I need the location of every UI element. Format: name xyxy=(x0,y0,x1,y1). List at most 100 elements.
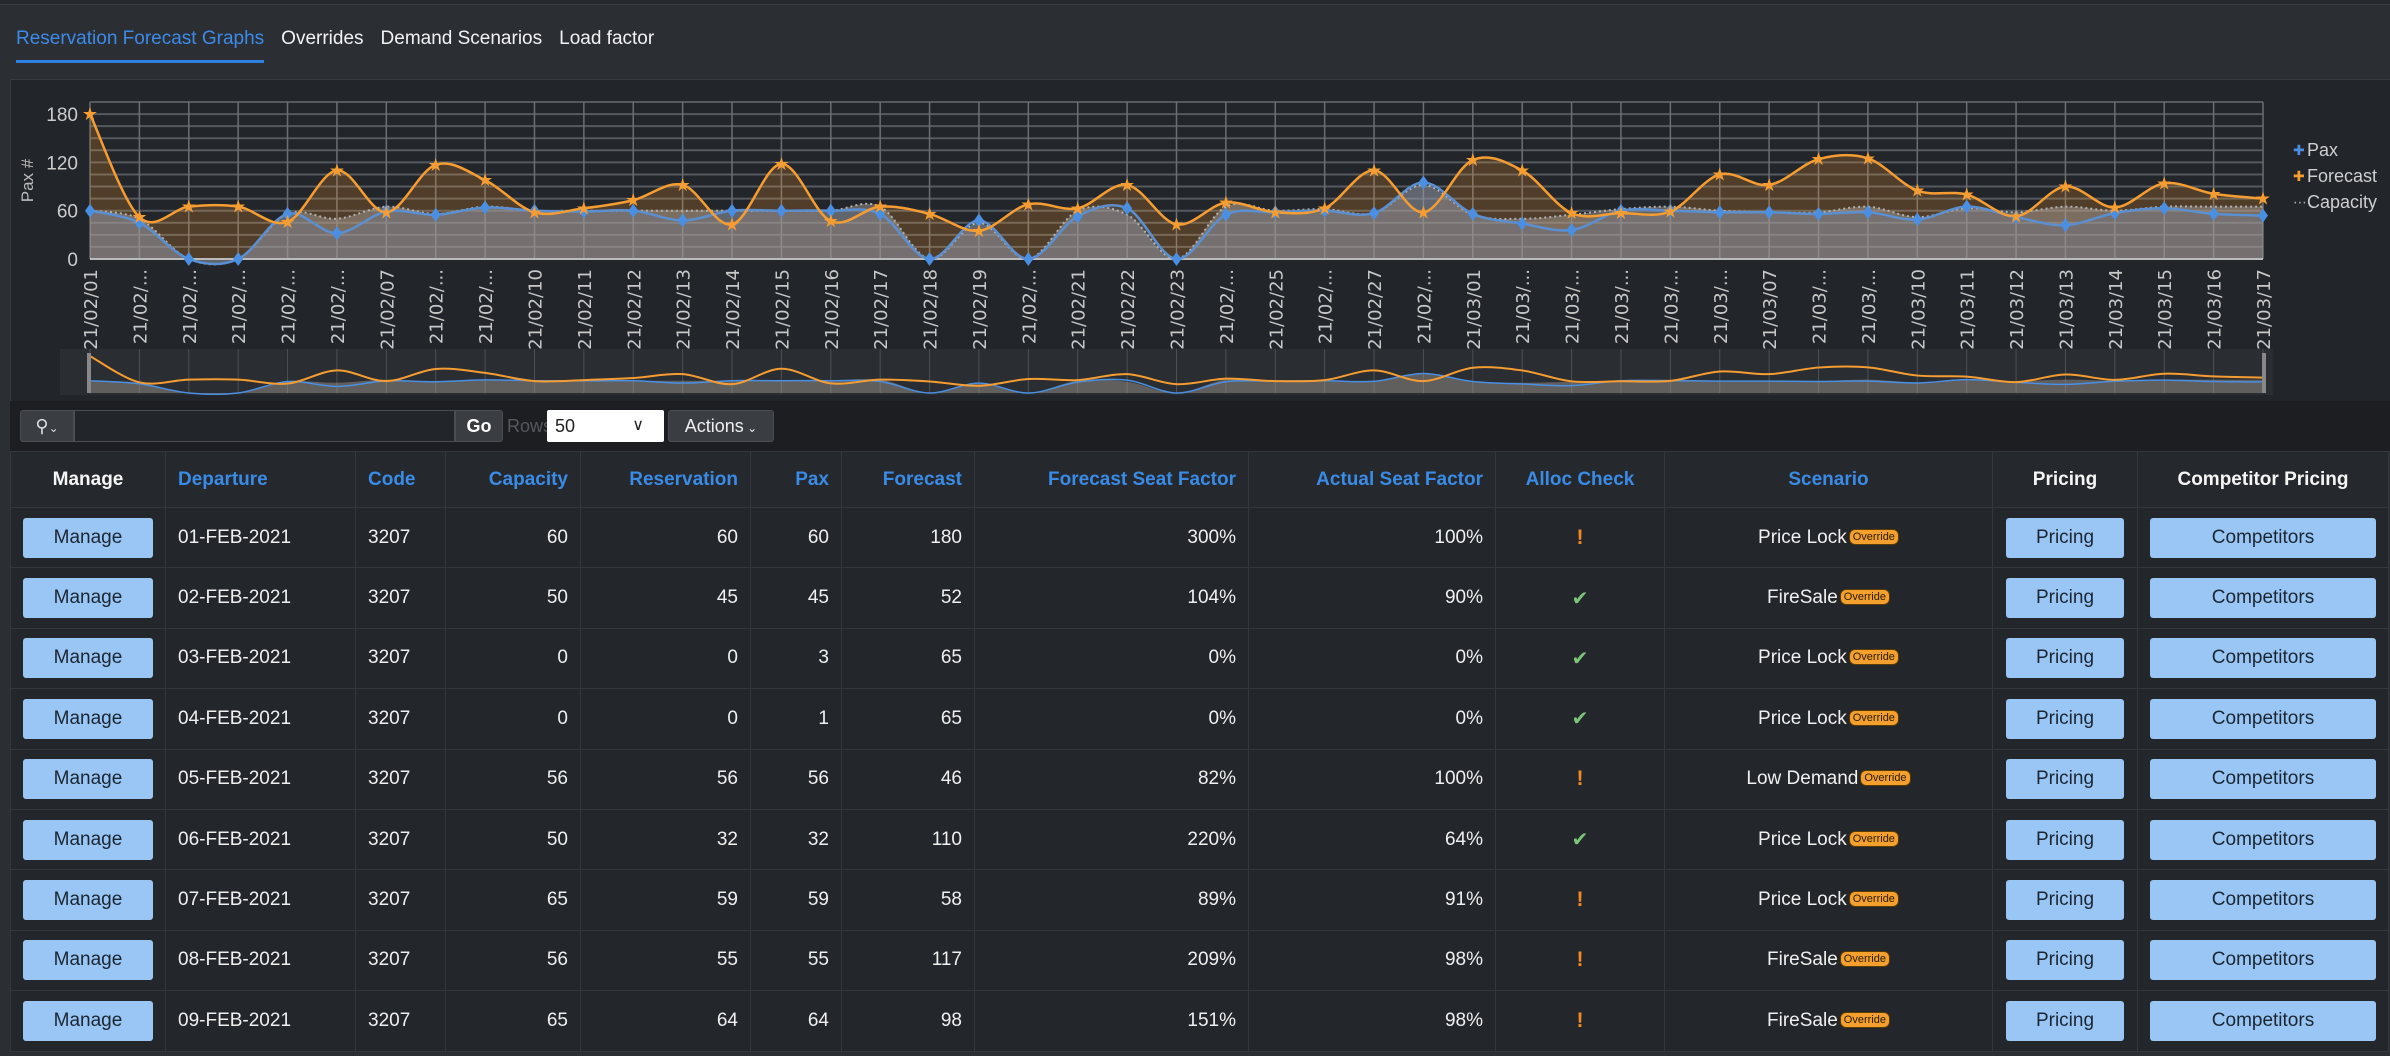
competitor-pricing-cell: Competitors xyxy=(2137,990,2389,1052)
forecast-seat-factor-cell: 300% xyxy=(974,506,1249,569)
departure-cell: 02-FEB-2021 xyxy=(165,567,356,629)
pax-point xyxy=(1665,203,1676,218)
pax-cell: 60 xyxy=(750,506,842,569)
competitors-button[interactable]: Competitors xyxy=(2150,638,2376,679)
forecast-point: ★ xyxy=(2008,206,2024,227)
pricing-button[interactable]: Pricing xyxy=(2006,698,2124,739)
competitors-button[interactable]: Competitors xyxy=(2150,880,2376,921)
tab-load-factor[interactable]: Load factor xyxy=(559,28,655,49)
column-header-pax[interactable]: Pax xyxy=(750,451,842,508)
forecast-point: ★ xyxy=(1564,203,1580,224)
actions-menu-button[interactable]: Actions ⌄ xyxy=(668,410,774,442)
forecast-seat-factor-cell: 0% xyxy=(974,627,1249,690)
manage-cell: Manage xyxy=(10,567,166,629)
pricing-button[interactable]: Pricing xyxy=(2006,578,2124,619)
scenario-name: FireSale xyxy=(1767,949,1838,971)
pricing-button[interactable]: Pricing xyxy=(2006,819,2124,860)
pricing-button[interactable]: Pricing xyxy=(2006,517,2124,558)
manage-button[interactable]: Manage xyxy=(23,698,153,739)
go-button[interactable]: Go xyxy=(455,410,503,442)
table-row: Manage 05-FEB-2021 3207 56 56 56 46 82% 100%! Low… xyxy=(10,748,2389,810)
departures-table: Manage Departure Code Capacity Reservation Pa… xyxy=(10,451,2389,1052)
forecast-point: ★ xyxy=(1366,160,1382,181)
competitors-button[interactable]: Competitors xyxy=(2150,940,2376,981)
column-header-forecast-seat-factor[interactable]: Forecast Seat Factor xyxy=(974,451,1249,508)
pax-point xyxy=(973,213,984,228)
column-header-reservation[interactable]: Reservation xyxy=(580,451,751,508)
column-header-departure[interactable]: Departure xyxy=(165,451,356,508)
competitors-button[interactable]: Competitors xyxy=(2150,1000,2376,1041)
y-tick-label: 0 xyxy=(67,250,78,271)
pricing-button[interactable]: Pricing xyxy=(2006,880,2124,921)
manage-button[interactable]: Manage xyxy=(23,940,153,981)
x-tick-label: 21/02/... xyxy=(180,269,201,344)
pricing-button[interactable]: Pricing xyxy=(2006,940,2124,981)
column-header-scenario[interactable]: Scenario xyxy=(1664,451,1993,508)
column-header-actual-seat-factor[interactable]: Actual Seat Factor xyxy=(1248,451,1496,508)
pricing-button[interactable]: Pricing xyxy=(2006,1000,2124,1041)
x-tick-label: 21/02/... xyxy=(427,269,448,344)
column-header-forecast[interactable]: Forecast xyxy=(841,451,975,508)
column-header-pricing: Pricing xyxy=(1992,451,2138,508)
pricing-button[interactable]: Pricing xyxy=(2006,638,2124,679)
tab-overrides[interactable]: Overrides xyxy=(281,28,364,49)
manage-button[interactable]: Manage xyxy=(23,517,153,558)
pricing-cell: Pricing xyxy=(1992,869,2138,931)
search-input[interactable] xyxy=(74,410,455,442)
manage-button[interactable]: Manage xyxy=(23,819,153,860)
x-tick-label: 21/03/12 xyxy=(2007,269,2028,350)
column-header-code[interactable]: Code xyxy=(355,451,446,508)
manage-button[interactable]: Manage xyxy=(23,759,153,800)
forecast-seat-factor-cell: 209% xyxy=(974,929,1249,992)
actual-seat-factor-cell: 64% xyxy=(1248,808,1496,871)
tab-demand-scenarios[interactable]: Demand Scenarios xyxy=(380,28,543,49)
pax-cell: 32 xyxy=(750,808,842,871)
reservation-cell: 59 xyxy=(580,869,751,931)
x-tick-label: 21/03/... xyxy=(1513,269,1534,344)
manage-button[interactable]: Manage xyxy=(23,638,153,679)
pax-point xyxy=(1369,206,1380,221)
override-badge: Override xyxy=(1848,528,1899,545)
code-cell: 3207 xyxy=(355,869,446,931)
check-icon: ✔ xyxy=(1571,708,1589,731)
forecast-point: ★ xyxy=(2156,173,2172,194)
competitor-pricing-cell: Competitors xyxy=(2137,929,2389,992)
manage-button[interactable]: Manage xyxy=(23,880,153,921)
pax-point xyxy=(2011,210,2022,225)
rows-select[interactable]: 50 ∨ xyxy=(547,410,664,442)
forecast-point: ★ xyxy=(2057,177,2073,198)
column-header-capacity[interactable]: Capacity xyxy=(445,451,581,508)
manage-button[interactable]: Manage xyxy=(23,1000,153,1041)
warning-icon: ! xyxy=(1576,767,1584,791)
competitors-button[interactable]: Competitors xyxy=(2150,517,2376,558)
competitors-button[interactable]: Competitors xyxy=(2150,698,2376,739)
x-tick-label: 21/02/15 xyxy=(772,269,793,350)
forecast-cell: 46 xyxy=(841,748,975,810)
forecast-point: ★ xyxy=(823,211,839,232)
navigator-forecast-line xyxy=(89,355,2264,387)
tab-reservation-forecast-graphs[interactable]: Reservation Forecast Graphs xyxy=(16,28,265,63)
pax-point xyxy=(331,226,342,241)
y-tick-label: 60 xyxy=(57,202,78,223)
capacity-cell: 60 xyxy=(445,506,581,569)
capacity-cell: 65 xyxy=(445,990,581,1052)
pricing-button[interactable]: Pricing xyxy=(2006,759,2124,800)
manage-cell: Manage xyxy=(10,627,166,690)
forecast-point: ★ xyxy=(1218,193,1234,214)
competitors-button[interactable]: Competitors xyxy=(2150,819,2376,860)
override-badge: Override xyxy=(1848,649,1899,666)
forecast-cell: 65 xyxy=(841,627,975,690)
search-column-button[interactable]: ⚲⌄ xyxy=(20,410,74,442)
scenario-name: Low Demand xyxy=(1746,768,1859,790)
column-header-alloc-check[interactable]: Alloc Check xyxy=(1495,451,1665,508)
pax-point xyxy=(529,203,540,218)
pax-point xyxy=(1764,205,1775,220)
rows-label: Rows xyxy=(507,416,553,436)
forecast-point: ★ xyxy=(625,190,641,211)
warning-icon: ! xyxy=(1576,1008,1584,1032)
forecast-cell: 117 xyxy=(841,929,975,992)
competitors-button[interactable]: Competitors xyxy=(2150,759,2376,800)
departure-cell: 05-FEB-2021 xyxy=(165,748,356,810)
competitors-button[interactable]: Competitors xyxy=(2150,578,2376,619)
manage-button[interactable]: Manage xyxy=(23,578,153,619)
